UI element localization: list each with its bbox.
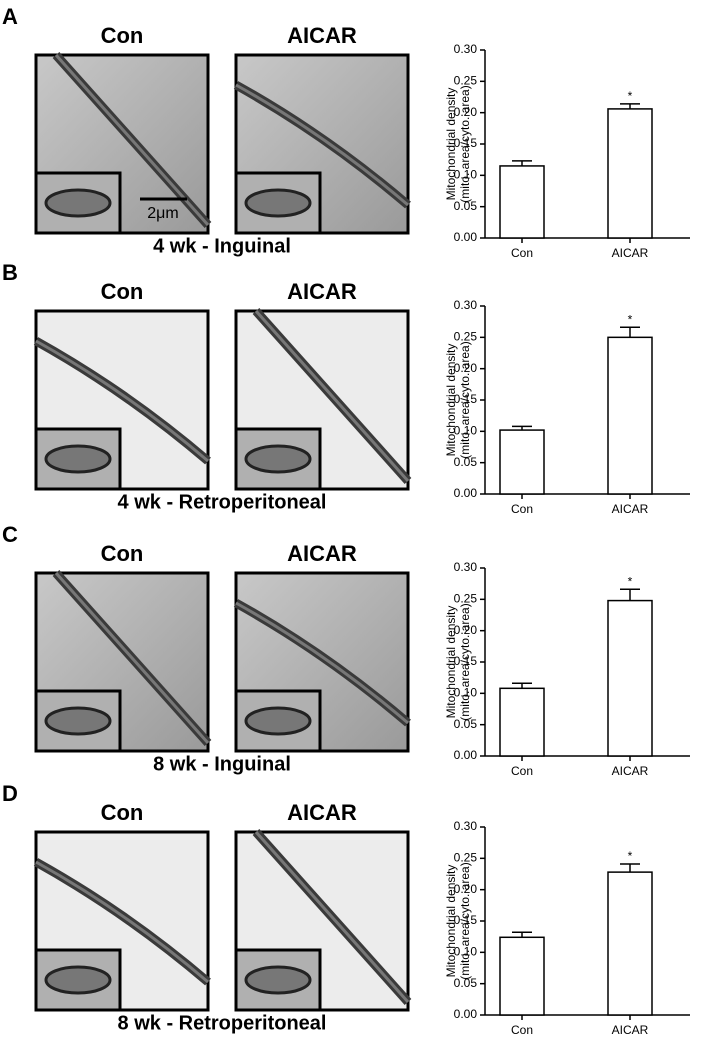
y-tick-label: 0.05 bbox=[454, 199, 478, 213]
x-tick-label: AICAR bbox=[612, 502, 649, 516]
membrane-edge bbox=[254, 310, 410, 483]
bar bbox=[499, 429, 545, 495]
image-label: Con bbox=[101, 279, 144, 304]
membrane-edge bbox=[54, 54, 210, 227]
panel-letter: C bbox=[2, 522, 18, 547]
bar bbox=[499, 936, 545, 1016]
panel-letter: B bbox=[2, 260, 18, 285]
y-axis-label: (mito. area/cyto. area) bbox=[458, 341, 472, 458]
bar bbox=[499, 687, 545, 757]
membrane-edge bbox=[235, 83, 409, 207]
y-axis-label: Mitochondrial density bbox=[444, 606, 458, 719]
mitochondrion bbox=[44, 444, 112, 474]
y-tick-label: 0.05 bbox=[454, 976, 478, 990]
y-tick-label: 0.00 bbox=[454, 486, 478, 500]
x-tick-label: Con bbox=[511, 1023, 533, 1037]
x-tick-label: AICAR bbox=[612, 246, 649, 260]
y-tick-label: 0.20 bbox=[454, 105, 478, 119]
y-tick-label: 0.15 bbox=[454, 913, 478, 927]
y-tick-label: 0.00 bbox=[454, 230, 478, 244]
y-axis-label: (mito. area/cyto. area) bbox=[458, 862, 472, 979]
bar bbox=[607, 108, 653, 239]
x-tick-label: Con bbox=[511, 764, 533, 778]
y-tick-label: 0.10 bbox=[454, 424, 478, 438]
mitochondrion bbox=[244, 965, 312, 995]
membrane-edge bbox=[235, 601, 409, 725]
mitochondrion bbox=[44, 965, 112, 995]
membrane-edge bbox=[254, 831, 410, 1004]
y-tick-label: 0.25 bbox=[454, 330, 478, 344]
significance-marker: * bbox=[628, 574, 633, 588]
mitochondrion bbox=[44, 188, 112, 218]
bar bbox=[499, 165, 545, 239]
panel-letter: A bbox=[2, 4, 18, 29]
bar bbox=[607, 599, 653, 757]
y-tick-label: 0.10 bbox=[454, 168, 478, 182]
y-axis-label: (mito. area/cyto. area) bbox=[458, 85, 472, 202]
membrane-edge bbox=[54, 572, 210, 745]
y-tick-label: 0.30 bbox=[454, 560, 478, 574]
x-tick-label: AICAR bbox=[612, 1023, 649, 1037]
membrane-edge bbox=[35, 860, 209, 984]
membrane-edge bbox=[35, 339, 209, 463]
image-label: Con bbox=[101, 541, 144, 566]
y-tick-label: 0.30 bbox=[454, 298, 478, 312]
image-label: AICAR bbox=[287, 800, 357, 825]
y-axis-label: Mitochondrial density bbox=[444, 344, 458, 457]
caption: 4 wk - Retroperitoneal bbox=[118, 491, 327, 513]
y-tick-label: 0.10 bbox=[454, 686, 478, 700]
image-label: AICAR bbox=[287, 279, 357, 304]
mitochondrion bbox=[244, 444, 312, 474]
significance-marker: * bbox=[628, 849, 633, 863]
y-tick-label: 0.05 bbox=[454, 455, 478, 469]
y-tick-label: 0.25 bbox=[454, 592, 478, 606]
y-tick-label: 0.20 bbox=[454, 623, 478, 637]
y-tick-label: 0.25 bbox=[454, 74, 478, 88]
caption: 4 wk - Inguinal bbox=[153, 235, 291, 257]
mitochondrion bbox=[244, 706, 312, 736]
y-tick-label: 0.10 bbox=[454, 945, 478, 959]
x-tick-label: AICAR bbox=[612, 764, 649, 778]
image-label: AICAR bbox=[287, 23, 357, 48]
significance-marker: * bbox=[628, 312, 633, 326]
y-tick-label: 0.15 bbox=[454, 392, 478, 406]
caption: 8 wk - Inguinal bbox=[153, 753, 291, 775]
y-tick-label: 0.05 bbox=[454, 717, 478, 731]
significance-marker: * bbox=[628, 89, 633, 103]
y-tick-label: 0.00 bbox=[454, 1007, 478, 1021]
x-tick-label: Con bbox=[511, 502, 533, 516]
y-tick-label: 0.00 bbox=[454, 748, 478, 762]
y-tick-label: 0.30 bbox=[454, 42, 478, 56]
y-axis-label: Mitochondrial density bbox=[444, 88, 458, 201]
bar bbox=[607, 871, 653, 1016]
mitochondrion bbox=[44, 706, 112, 736]
y-axis-label: Mitochondrial density bbox=[444, 865, 458, 978]
y-axis-label: (mito. area/cyto. area) bbox=[458, 603, 472, 720]
y-tick-label: 0.30 bbox=[454, 819, 478, 833]
y-tick-label: 0.25 bbox=[454, 851, 478, 865]
mitochondrion bbox=[244, 188, 312, 218]
x-tick-label: Con bbox=[511, 246, 533, 260]
y-tick-label: 0.20 bbox=[454, 361, 478, 375]
scale-bar-label: 2μm bbox=[147, 205, 178, 222]
image-label: Con bbox=[101, 800, 144, 825]
y-tick-label: 0.15 bbox=[454, 136, 478, 150]
image-label: Con bbox=[101, 23, 144, 48]
y-tick-label: 0.20 bbox=[454, 882, 478, 896]
panel-letter: D bbox=[2, 781, 18, 806]
caption: 8 wk - Retroperitoneal bbox=[118, 1012, 327, 1034]
image-label: AICAR bbox=[287, 541, 357, 566]
bar bbox=[607, 336, 653, 495]
y-tick-label: 0.15 bbox=[454, 654, 478, 668]
